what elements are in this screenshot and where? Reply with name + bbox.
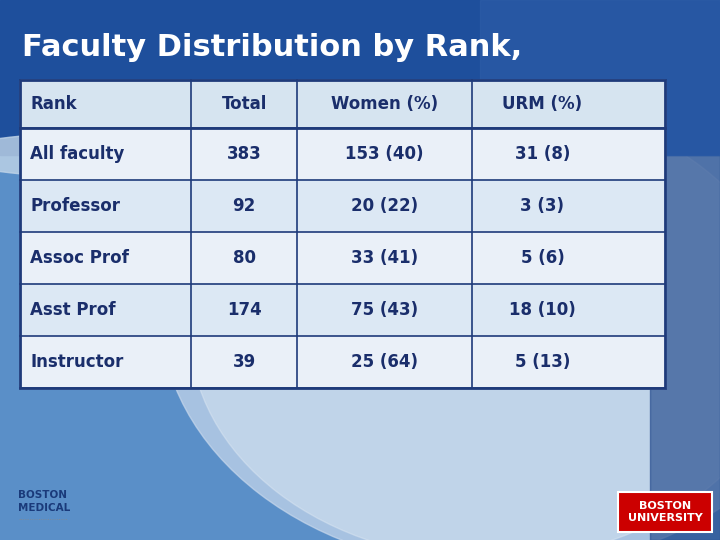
- Text: 5 (6): 5 (6): [521, 249, 564, 267]
- Text: 39: 39: [233, 353, 256, 371]
- Text: Rank: Rank: [30, 95, 76, 113]
- Text: 33 (41): 33 (41): [351, 249, 418, 267]
- Bar: [650, 0, 720, 540]
- Bar: [20, 284, 665, 336]
- Text: ······················: ······················: [18, 517, 68, 523]
- Text: 20 (22): 20 (22): [351, 197, 418, 215]
- Text: 18 (10): 18 (10): [509, 301, 576, 319]
- Text: All faculty: All faculty: [30, 145, 125, 163]
- Text: BOSTON: BOSTON: [18, 490, 67, 500]
- Text: URM (%): URM (%): [503, 95, 582, 113]
- Text: MEDICAL: MEDICAL: [18, 503, 71, 513]
- Text: 383: 383: [227, 145, 261, 163]
- Text: 5 (13): 5 (13): [515, 353, 570, 371]
- Text: 75 (43): 75 (43): [351, 301, 418, 319]
- Bar: [20, 80, 665, 388]
- Text: 3 (3): 3 (3): [521, 197, 564, 215]
- Text: Gender, and Minority Status: Gender, and Minority Status: [22, 93, 505, 123]
- Bar: [20, 80, 665, 388]
- Text: Women (%): Women (%): [331, 95, 438, 113]
- Bar: [20, 128, 665, 180]
- Text: Asst Prof: Asst Prof: [30, 301, 115, 319]
- Bar: [618, 492, 712, 532]
- Ellipse shape: [160, 50, 720, 540]
- Text: 31 (8): 31 (8): [515, 145, 570, 163]
- Text: 153 (40): 153 (40): [345, 145, 423, 163]
- Text: BOSTON
UNIVERSITY: BOSTON UNIVERSITY: [628, 501, 703, 523]
- Bar: [20, 336, 665, 388]
- Bar: [20, 80, 665, 128]
- Ellipse shape: [0, 125, 660, 185]
- Bar: [20, 180, 665, 232]
- Text: Assoc Prof: Assoc Prof: [30, 249, 129, 267]
- Text: 174: 174: [227, 301, 261, 319]
- Text: 25 (64): 25 (64): [351, 353, 418, 371]
- Bar: [0, 0, 720, 155]
- Text: 92: 92: [233, 197, 256, 215]
- Text: 80: 80: [233, 249, 256, 267]
- Text: Total: Total: [222, 95, 267, 113]
- Text: Faculty Distribution by Rank,: Faculty Distribution by Rank,: [22, 33, 522, 63]
- Text: Professor: Professor: [30, 197, 120, 215]
- Bar: [20, 232, 665, 284]
- Ellipse shape: [190, 100, 720, 540]
- Bar: [480, 0, 720, 155]
- Text: Instructor: Instructor: [30, 353, 123, 371]
